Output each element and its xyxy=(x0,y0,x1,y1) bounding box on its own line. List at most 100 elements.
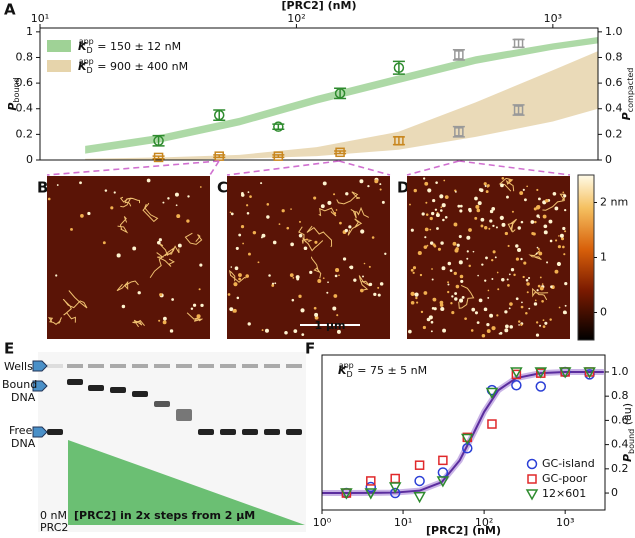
protein-speck xyxy=(517,247,522,253)
protein-speck xyxy=(444,195,449,200)
protein-speck xyxy=(531,232,535,236)
protein-speck xyxy=(522,275,525,279)
dna-strand xyxy=(228,269,247,283)
control-label: PRC2 xyxy=(40,521,68,534)
y-tick-label: 1 xyxy=(26,25,33,38)
protein-speck xyxy=(104,189,108,192)
protein-speck xyxy=(515,257,520,261)
protein-speck xyxy=(412,271,415,274)
y-tick-label: 0.8 xyxy=(16,50,34,63)
panel-letter: B xyxy=(37,179,48,197)
protein-speck xyxy=(230,266,233,268)
dna-strand xyxy=(132,319,145,328)
protein-speck xyxy=(559,233,564,238)
protein-speck xyxy=(538,251,543,256)
subscript: D xyxy=(87,46,93,55)
gradient-label: [PRC2] in 2x steps from 2 µM xyxy=(74,509,255,522)
protein-speck xyxy=(486,323,490,327)
protein-speck xyxy=(459,298,464,303)
y2-tick-label: 1.0 xyxy=(605,25,623,38)
protein-speck xyxy=(507,244,510,248)
protein-speck xyxy=(429,216,433,221)
data-point xyxy=(438,455,448,466)
protein-speck xyxy=(542,325,546,328)
zoom-connector xyxy=(458,160,571,176)
dna-strand xyxy=(301,236,313,244)
protein-speck xyxy=(410,268,414,272)
protein-speck xyxy=(454,292,458,295)
legend-label: KDapp = 900 ± 400 nM xyxy=(78,57,188,75)
protein-speck xyxy=(554,269,559,274)
data-point xyxy=(414,475,425,487)
protein-speck xyxy=(458,260,463,265)
well xyxy=(47,364,63,368)
protein-speck xyxy=(413,188,417,193)
protein-speck xyxy=(377,286,380,289)
well xyxy=(176,364,192,368)
scale-bar-label: 1 µm xyxy=(314,319,345,332)
symbol: P xyxy=(6,103,19,111)
x-tick-label: 10¹ xyxy=(31,12,49,25)
protein-speck xyxy=(435,181,438,184)
protein-speck xyxy=(422,325,426,330)
protein-speck xyxy=(169,329,174,333)
protein-speck xyxy=(468,264,471,268)
label-text: = 75 ± 5 nM xyxy=(354,364,427,377)
protein-speck xyxy=(162,320,167,325)
protein-speck xyxy=(451,295,454,298)
protein-speck xyxy=(227,293,231,296)
protein-speck xyxy=(478,298,483,303)
protein-speck xyxy=(421,212,425,216)
protein-speck xyxy=(526,291,529,294)
protein-speck xyxy=(423,245,428,249)
protein-speck xyxy=(87,211,91,216)
colorbar-tick-label: 2 nm xyxy=(600,196,628,209)
protein-speck xyxy=(487,296,490,299)
protein-speck xyxy=(466,257,469,260)
afm-background xyxy=(227,176,390,339)
well xyxy=(154,364,170,368)
protein-speck xyxy=(499,215,504,220)
protein-speck xyxy=(121,304,126,309)
protein-speck xyxy=(466,235,471,240)
band-arrow xyxy=(32,360,48,372)
legend-swatch xyxy=(47,60,71,72)
protein-speck xyxy=(484,279,487,282)
legend-marker xyxy=(525,489,539,501)
panel-letter: F xyxy=(305,340,315,358)
protein-speck xyxy=(489,313,494,318)
data-point xyxy=(511,380,522,391)
protein-speck xyxy=(264,328,269,333)
data-point xyxy=(558,367,572,379)
protein-speck xyxy=(508,179,512,183)
afm-image xyxy=(407,176,570,339)
data-point xyxy=(340,488,353,500)
x-tick-label: 10³ xyxy=(556,516,574,529)
protein-speck xyxy=(459,204,463,208)
protein-speck xyxy=(483,182,487,186)
symbol: P xyxy=(621,454,634,462)
protein-speck xyxy=(563,253,566,256)
protein-speck xyxy=(116,253,121,258)
y-tick-label: 0.2 xyxy=(16,127,34,140)
subscript: D xyxy=(347,370,353,379)
dna-strand xyxy=(156,252,175,267)
protein-speck xyxy=(510,268,515,272)
dna-strand xyxy=(119,196,132,208)
protein-speck xyxy=(371,236,375,239)
protein-speck xyxy=(338,274,340,277)
data-point xyxy=(390,473,400,484)
colorbar xyxy=(577,174,595,341)
protein-speck xyxy=(436,227,439,230)
protein-speck xyxy=(110,206,114,210)
protein-speck xyxy=(80,214,84,218)
protein-speck xyxy=(432,243,436,247)
protein-speck xyxy=(543,230,548,235)
protein-speck xyxy=(440,206,443,209)
zoom-connector xyxy=(209,160,220,176)
data-point xyxy=(513,105,524,115)
protein-speck xyxy=(563,194,567,198)
protein-speck xyxy=(492,250,496,254)
protein-speck xyxy=(424,227,429,232)
protein-speck xyxy=(260,182,263,185)
